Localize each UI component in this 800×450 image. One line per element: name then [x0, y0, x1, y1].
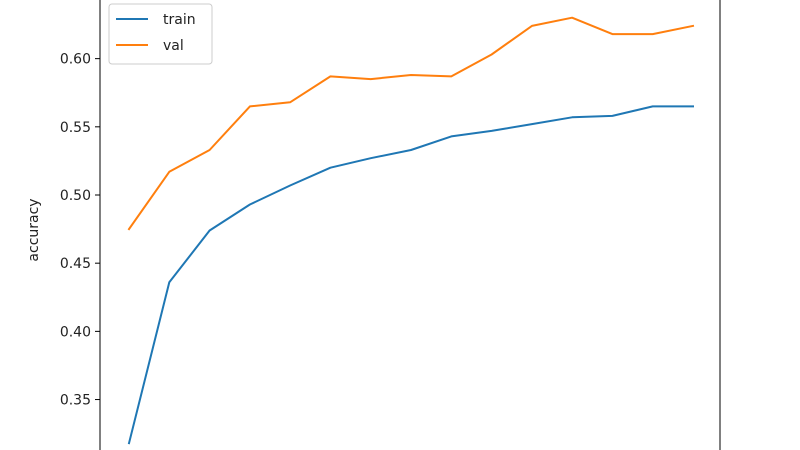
- plot-area: [99, 0, 721, 450]
- y-tick-label: 0.40: [60, 324, 91, 340]
- legend-label-val: val: [163, 38, 184, 54]
- series-line-train: [127, 105, 694, 445]
- y-tick-label: 0.50: [60, 188, 91, 204]
- y-tick-label: 0.35: [60, 393, 91, 409]
- legend-label-train: train: [163, 12, 196, 28]
- series-line-val: [127, 16, 695, 231]
- y-tick-label: 0.60: [60, 52, 91, 68]
- y-tick-label: 0.45: [60, 256, 91, 272]
- y-axis-ticks: 0.35 0.40 0.45 0.50 0.55 0.60: [60, 52, 100, 409]
- series-lines: [127, 16, 695, 445]
- y-axis-label: accuracy: [26, 198, 42, 261]
- legend: train val: [108, 3, 213, 65]
- y-tick-label: 0.55: [60, 120, 91, 136]
- legend-box: [108, 3, 213, 65]
